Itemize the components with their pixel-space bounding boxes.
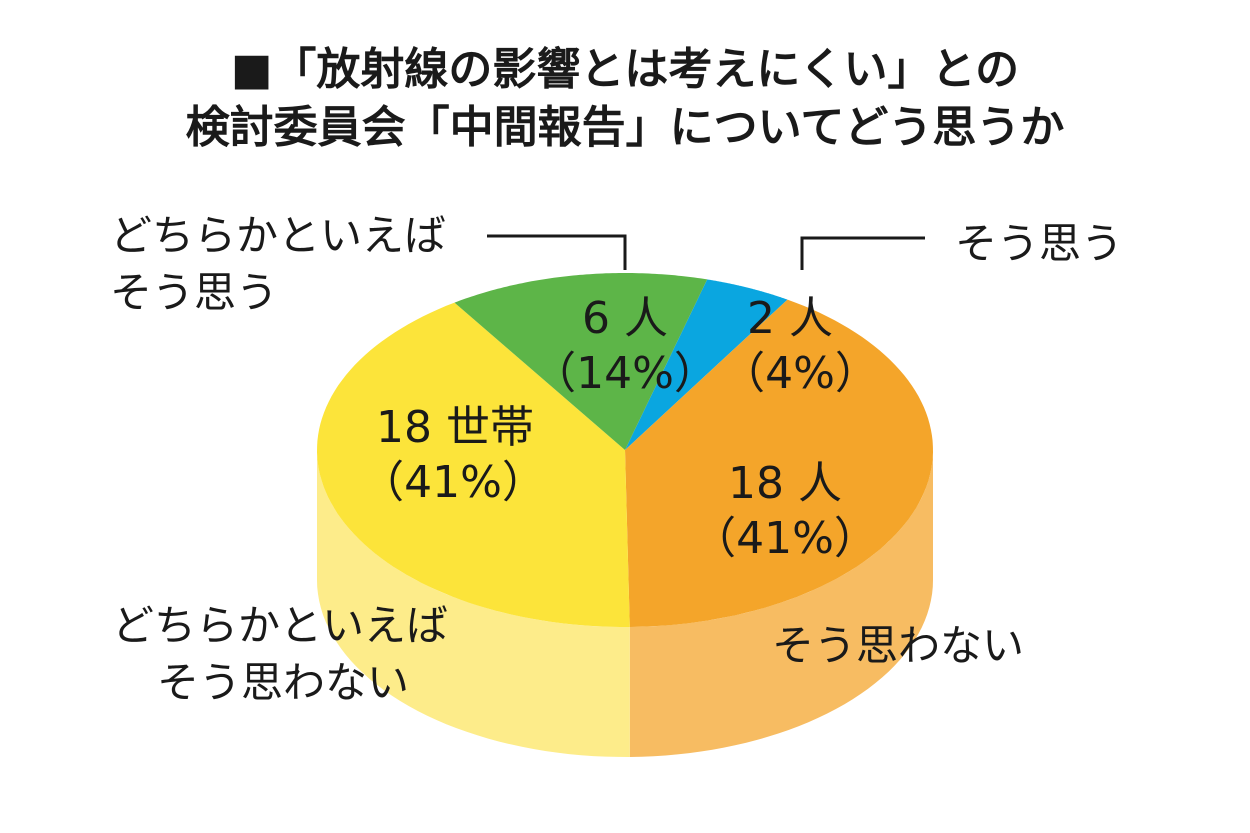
percent-label-dochiraka-omowanai: （41%） [360, 457, 546, 508]
pie-slice-sou-omou [625, 279, 788, 450]
percent-label-sou-omowanai: （41%） [692, 513, 878, 564]
category-label-dochiraka-omowanai-line-2: そう思わない [157, 658, 409, 707]
leader-lines [487, 234, 925, 270]
percent-label-dochiraka-omou: （14%） [532, 348, 718, 399]
chart-title-line-1: ■「放射線の影響とは考えにくい」との [231, 44, 1019, 95]
leader-line-dochiraka-omou [487, 234, 627, 270]
category-label-dochiraka-omowanai-line-1: どちらかといえば [112, 601, 448, 650]
leader-line-sou-omou [800, 236, 925, 270]
pie-side-sou-omowanai [629, 450, 933, 757]
count-label-dochiraka-omou: 6 人 [582, 293, 668, 344]
percent-label-sou-omou: （4%） [721, 348, 879, 399]
pie-side-dochiraka-omowanai [317, 450, 630, 757]
pie-slice-sou-omowanai [625, 299, 933, 627]
category-label-sou-omou: そう思う [955, 219, 1123, 268]
category-label-dochiraka-omou-line-2: そう思う [110, 268, 278, 317]
chart-title-line-2: 検討委員会「中間報告」についてどう思うか [186, 102, 1065, 153]
pie-sides [317, 450, 933, 757]
category-label-sou-omowanai: そう思わない [772, 621, 1024, 670]
pie-tops [317, 273, 933, 627]
count-label-sou-omou: 2 人 [747, 293, 833, 344]
category-label-dochiraka-omou-line-1: どちらかといえば [110, 211, 446, 260]
pie-slice-dochiraka-omowanai [317, 302, 630, 627]
pie-slice-dochiraka-omou [454, 273, 708, 450]
count-label-sou-omowanai: 18 人 [728, 458, 842, 509]
count-label-dochiraka-omowanai: 18 世帯 [376, 402, 534, 453]
